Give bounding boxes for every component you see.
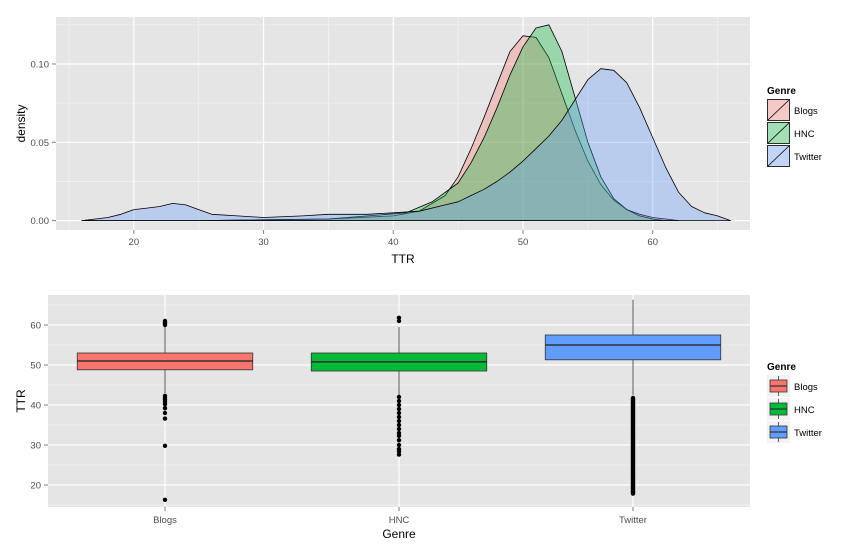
density-y-tick-label: 0.00 [31, 216, 50, 227]
box-outlier [396, 438, 402, 443]
density-panel [56, 17, 750, 230]
legend-key-diagonal [767, 122, 790, 144]
box-x-tick-label: Twitter [619, 515, 647, 526]
box-outlier [396, 318, 402, 324]
density-x-tick-label: 30 [258, 237, 269, 248]
box-y-axis-label: TTR [14, 389, 28, 413]
box-outlier [396, 433, 402, 438]
box-legend-keys: Blogs HNC Twitter [767, 375, 822, 443]
density-x-tick-label: 50 [518, 237, 529, 248]
box-x-axis-label: Genre [382, 527, 416, 541]
legend-label: HNC [794, 129, 815, 140]
box-x-tick-label: Blogs [153, 515, 177, 526]
density-legend-title: Genre [767, 86, 796, 97]
density-y-tick-label: 0.05 [31, 138, 50, 149]
box-outlier [162, 402, 168, 407]
density-y-tick-label: 0.10 [31, 59, 50, 70]
density-legend: Genre Blogs HNC Twitter [767, 86, 822, 167]
box-outlier [162, 443, 168, 448]
box-series [76, 299, 722, 502]
box-outlier [162, 410, 168, 416]
box-y-tick-label: 20 [30, 481, 41, 492]
box-hnc [310, 315, 488, 457]
box-outlier [162, 406, 168, 411]
box-legend-item-twitter: Twitter [767, 421, 822, 443]
density-legend-keys: Blogs HNC Twitter [767, 99, 822, 167]
density-legend-item-hnc: HNC [767, 122, 815, 144]
box-y-tick-label: 50 [30, 361, 41, 372]
box-y-tick-label: 60 [30, 321, 41, 332]
box-outlier [162, 416, 168, 421]
density-x-tick-label: 20 [129, 237, 140, 248]
box-chart: 20 30 40 50 60 Blogs HNC Twitter Genre TTR Gen… [14, 295, 822, 541]
box-legend-item-hnc: HNC [767, 398, 815, 420]
legend-label: Blogs [794, 106, 818, 117]
box-y-tick-label: 30 [30, 441, 41, 452]
box-outlier [396, 398, 402, 404]
legend-label: Twitter [794, 152, 822, 163]
box-outlier [162, 497, 168, 502]
box-outlier-band [630, 395, 636, 496]
box-blogs [76, 318, 254, 502]
box-outlier [162, 318, 168, 324]
density-legend-item-twitter: Twitter [767, 145, 822, 167]
density-area-hnc [81, 24, 680, 221]
box-twitter [544, 299, 722, 496]
box-outlier [396, 414, 402, 420]
box-y-tick-label: 40 [30, 401, 41, 412]
box-outlier [396, 449, 402, 454]
box-legend: Genre Blogs HNC Twitter [767, 362, 822, 443]
box-y-ticks: 20 30 40 50 60 [30, 321, 48, 492]
legend-key-diagonal [767, 145, 790, 167]
legend-label: Twitter [794, 428, 822, 439]
box-outlier [396, 442, 402, 448]
density-x-ticks: 20 30 40 50 60 [129, 230, 658, 248]
box-outlier [396, 402, 402, 408]
box-outlier [396, 394, 402, 400]
legend-label: HNC [794, 405, 815, 416]
box-x-ticks: Blogs HNC Twitter [153, 507, 647, 526]
box-legend-item-blogs: Blogs [767, 375, 818, 397]
density-area-twitter [81, 68, 731, 221]
box-outlier [396, 452, 402, 457]
density-y-ticks: 0.00 0.05 0.10 [31, 59, 56, 227]
density-x-tick-label: 40 [388, 237, 399, 248]
box-outlier [396, 315, 402, 320]
density-legend-item-blogs: Blogs [767, 99, 818, 121]
box-outlier [396, 418, 402, 424]
box-outlier [396, 422, 402, 428]
legend-key-diagonal [767, 99, 790, 121]
box-x-tick-label: HNC [389, 515, 410, 526]
box-outlier [396, 410, 402, 416]
box-legend-title: Genre [767, 362, 796, 373]
density-chart: 0.00 0.05 0.10 20 30 40 50 60 TTR density Genr… [14, 17, 822, 266]
legend-label: Blogs [794, 382, 818, 393]
density-y-axis-label: density [14, 104, 28, 142]
density-areas [81, 24, 731, 221]
box-iqr [544, 334, 722, 361]
density-x-tick-label: 60 [647, 237, 658, 248]
box-outlier [396, 426, 402, 432]
box-outlier [396, 406, 402, 412]
density-x-axis-label: TTR [391, 252, 415, 266]
